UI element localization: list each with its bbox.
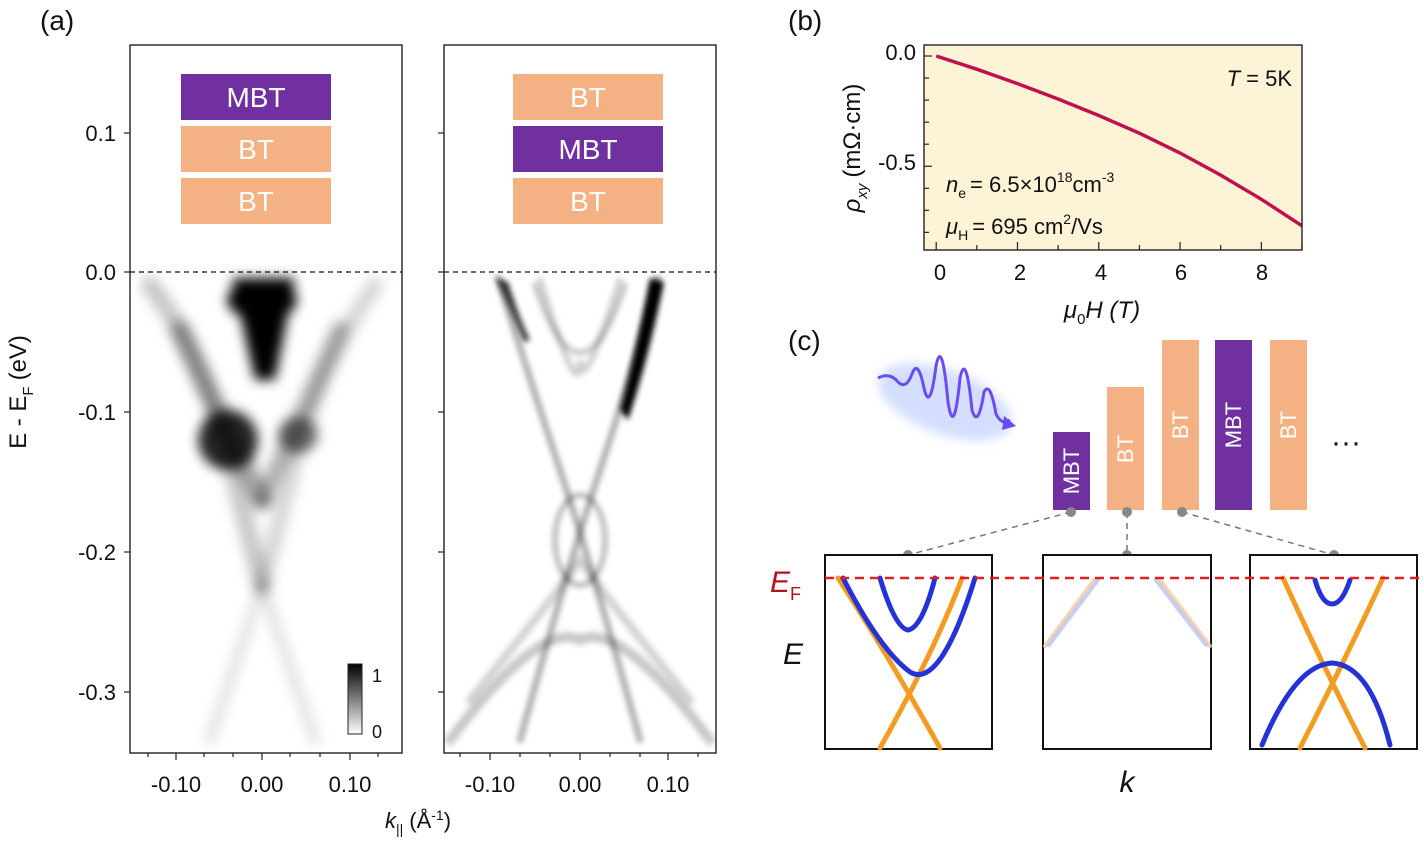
y-tick--0.2: -0.2	[78, 540, 116, 565]
x-tick-left-1: -0.10	[151, 772, 201, 797]
right-stack-layer-2-label: MBT	[558, 134, 617, 165]
hall-plot: 0.0 -0.5 0 2 4 6 8 μ0H (T) ρxy(mΩ·cm) T =…	[839, 40, 1303, 328]
hall-temperature-annotation: T = 5K	[1227, 66, 1293, 91]
x-tick-right-3: 0.10	[647, 772, 690, 797]
left-stack-layer-2	[181, 126, 331, 172]
right-stack-layer-2	[513, 126, 663, 172]
layer-ellipsis: ···	[1331, 426, 1361, 459]
panel-label-a: (a)	[40, 5, 74, 36]
momentum-axis-label: k	[1120, 766, 1137, 799]
panel-label-b: (b)	[788, 5, 822, 36]
arpes-right-intensity	[445, 275, 715, 745]
hall-x-tick-3: 6	[1175, 260, 1187, 285]
x-tick-left-2: 0.00	[241, 772, 284, 797]
layer-bt-2-label: BT	[1168, 411, 1193, 439]
hall-y-tick-0: 0.0	[885, 40, 916, 65]
photon-wavepacket-icon	[877, 355, 1016, 441]
hall-mobility-annotation: μH = 695 cm2/Vs	[945, 211, 1103, 243]
layer-mbt-1	[1053, 432, 1090, 510]
right-stack-layer-1	[513, 74, 663, 120]
layer-mbt-2-label: MBT	[1221, 402, 1246, 448]
x-tick-left-3: 0.10	[329, 772, 372, 797]
colorbar-min-label: 0	[372, 722, 382, 742]
layer-bt-1-label: BT	[1113, 435, 1138, 463]
arpes-x-axis-label: k|| (Å-1)	[385, 807, 451, 837]
hall-plot-background	[924, 45, 1302, 250]
left-stack-layer-1-label: MBT	[226, 82, 285, 113]
fermi-level-label: EF	[770, 566, 801, 604]
hall-y-tick-1: -0.5	[878, 150, 916, 175]
left-stack-layer-3	[181, 178, 331, 224]
x-tick-right-1: -0.10	[465, 772, 515, 797]
left-sample-stack: MBT BT BT	[181, 74, 331, 224]
left-stack-layer-1	[181, 74, 331, 120]
left-stack-layer-2-label: BT	[238, 134, 274, 165]
energy-axis-label: E	[783, 638, 804, 671]
left-stack-layer-3-label: BT	[238, 186, 274, 217]
arpes-x-axis	[147, 753, 699, 760]
right-stack-layer-3	[513, 178, 663, 224]
layer-mbt-1-label: MBT	[1059, 448, 1084, 494]
layer-bt-3	[1270, 340, 1307, 510]
colorbar-max-label: 1	[372, 666, 382, 686]
hall-plot-frame	[923, 44, 1303, 251]
hall-carrier-density-annotation: ne = 6.5×1018cm-3	[946, 169, 1114, 201]
right-stack-layer-3-label: BT	[570, 186, 606, 217]
hall-axes	[924, 55, 1303, 250]
layer-mbt-2	[1215, 340, 1252, 510]
hall-x-tick-0: 0	[934, 260, 946, 285]
heterostructure-layers: MBT BT BT MBT BT ···	[1053, 340, 1361, 510]
hall-curve	[935, 54, 1302, 228]
hall-x-tick-4: 8	[1256, 260, 1268, 285]
arpes-y-axis-label: E - EF(eV)	[5, 335, 37, 449]
x-tick-right-2: 0.00	[559, 772, 602, 797]
y-tick-0.0: 0.0	[85, 260, 116, 285]
layer-bt-2	[1162, 340, 1199, 510]
arpes-y-axis	[124, 132, 444, 693]
band-box-2	[1042, 554, 1212, 750]
layer-bt-3-label: BT	[1276, 411, 1301, 439]
y-tick-0.1: 0.1	[85, 121, 116, 146]
right-sample-stack: BT MBT BT	[513, 74, 663, 224]
band-box-3	[1249, 554, 1418, 751]
y-tick--0.1: -0.1	[78, 400, 116, 425]
hall-x-label: μ0H (T)	[1063, 297, 1140, 328]
arpes-left-intensity	[141, 276, 383, 745]
layer-connectors	[907, 511, 1335, 556]
band-box-1	[824, 554, 993, 751]
layer-bt-1	[1107, 387, 1144, 510]
y-tick--0.3: -0.3	[78, 680, 116, 705]
colorbar	[347, 663, 363, 735]
connector-dots	[903, 507, 1339, 560]
hall-x-tick-2: 4	[1095, 260, 1107, 285]
right-stack-layer-1-label: BT	[570, 82, 606, 113]
panel-label-c: (c)	[788, 325, 821, 356]
hall-x-tick-1: 2	[1014, 260, 1026, 285]
hall-y-label: ρxy(mΩ·cm)	[839, 84, 871, 214]
